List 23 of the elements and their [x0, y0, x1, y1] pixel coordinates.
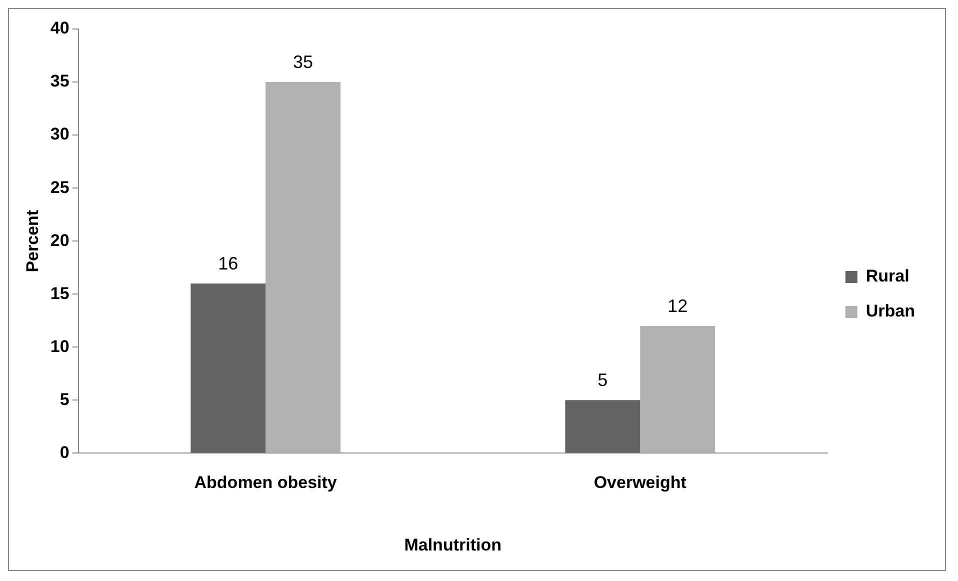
y-tick-label: 25	[50, 178, 70, 197]
data-label: 35	[293, 52, 314, 72]
legend-label: Rural	[866, 266, 910, 286]
bar	[190, 284, 266, 453]
y-tick-label: 5	[60, 390, 70, 409]
data-label: 5	[598, 370, 608, 390]
data-label: 16	[218, 253, 238, 274]
y-tick-label: 0	[60, 442, 70, 462]
data-label: 12	[668, 296, 688, 316]
y-tick-label: 15	[50, 284, 70, 303]
y-axis-title: Percent	[22, 210, 42, 272]
bar	[640, 326, 716, 453]
y-tick-label: 35	[50, 72, 70, 91]
x-axis-title: Malnutrition	[404, 535, 502, 554]
y-tick-label: 40	[50, 18, 70, 38]
x-tick-label: Overweight	[594, 473, 687, 492]
legend-label: Urban	[866, 302, 916, 321]
y-tick-label: 10	[50, 336, 70, 356]
x-tick-label: Abdomen obesity	[194, 473, 338, 492]
y-tick-label: 30	[50, 124, 70, 144]
bar	[266, 82, 340, 453]
y-tick-label: 20	[50, 230, 70, 250]
bar	[565, 400, 640, 453]
